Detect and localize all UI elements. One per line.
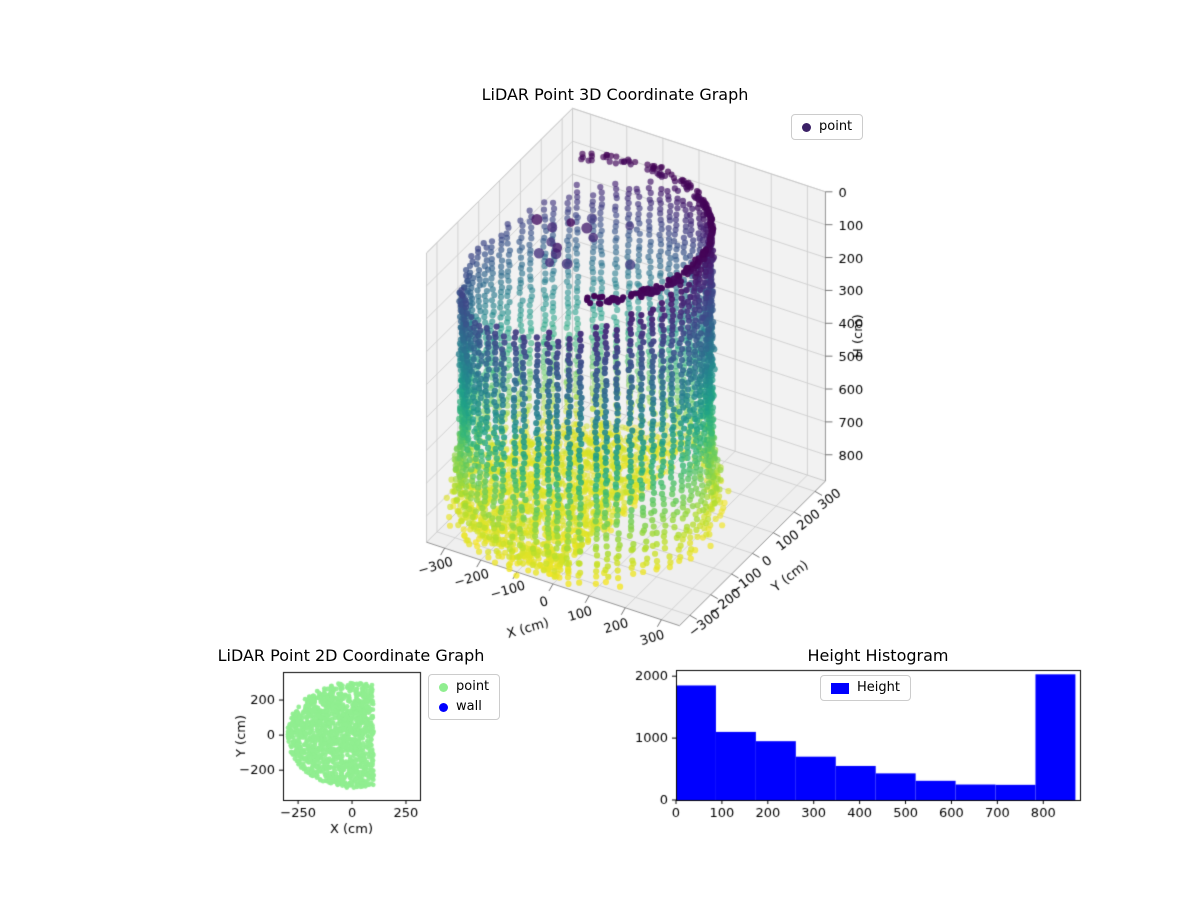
legend-2d: point wall: [428, 674, 501, 720]
point-marker-icon: [802, 122, 811, 132]
point-marker-icon: [439, 682, 448, 692]
height-swatch-icon: [831, 682, 849, 694]
legend-item-point-2d: point: [439, 679, 489, 695]
legend-item-height: Height: [831, 680, 900, 696]
legend-item-wall-2d: wall: [439, 699, 489, 715]
legend-item-point-3d: point: [802, 119, 852, 135]
wall-marker-icon: [439, 702, 448, 712]
title-3d-plot: LiDAR Point 3D Coordinate Graph: [481, 85, 749, 104]
legend-label-wall-2d: wall: [456, 699, 482, 714]
legend-histogram: Height: [820, 675, 911, 701]
title-2d-plot: LiDAR Point 2D Coordinate Graph: [217, 646, 485, 665]
legend-label-point-2d: point: [456, 679, 490, 694]
title-histogram: Height Histogram: [807, 646, 949, 665]
legend-label-point-3d: point: [819, 119, 853, 134]
legend-3d: point: [791, 114, 864, 140]
legend-label-height: Height: [857, 680, 900, 695]
